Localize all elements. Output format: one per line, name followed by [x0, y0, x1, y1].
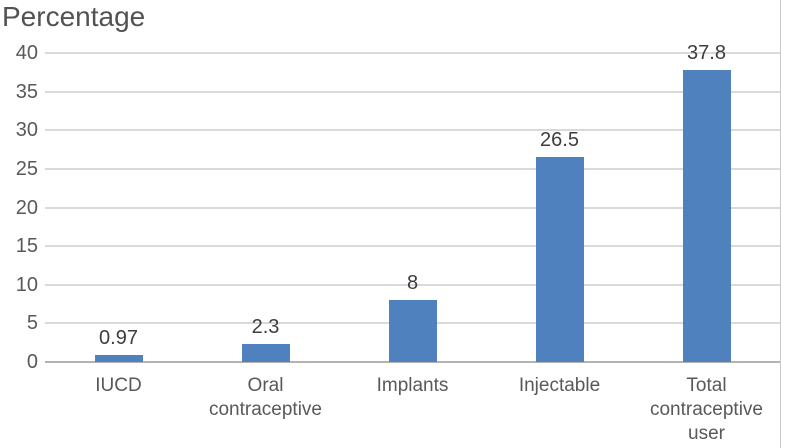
category-label: Total contraceptive user: [649, 375, 763, 444]
y-tick-label: 15: [15, 235, 38, 258]
bar-oral-contraceptive: [241, 344, 290, 362]
bar-value-label: 0.97: [99, 326, 138, 349]
bar-value-label: 37.8: [687, 42, 726, 64]
bar-injectable: [535, 157, 584, 362]
bar-value-label: 2.3: [251, 316, 280, 339]
y-gridline: [45, 167, 780, 170]
y-gridline: [45, 283, 780, 286]
y-gridline: [45, 245, 780, 248]
plot-area: 0.97 2.3 8 26.5 37.8: [45, 42, 780, 363]
y-tick-label: 35: [15, 80, 38, 103]
y-gridline: [45, 206, 780, 209]
bar-total-contraceptive-user: [682, 70, 731, 362]
bar-value-label: 8: [406, 272, 419, 295]
category-label: Injectable: [518, 375, 601, 396]
chart-title: Percentage: [2, 1, 146, 32]
y-tick-label: 30: [15, 119, 38, 142]
figure-border: [780, 0, 781, 448]
y-gridline: [45, 52, 780, 54]
y-tick-label: 0: [26, 351, 38, 373]
y-tick-label: 25: [15, 157, 38, 180]
category-label: IUCD: [95, 375, 142, 396]
y-tick-label: 40: [15, 42, 38, 64]
x-axis-line: [45, 361, 780, 363]
bar-implants: [388, 300, 437, 362]
y-gridline: [45, 90, 780, 93]
y-tick-label: 10: [15, 273, 38, 296]
category-label: Implants: [376, 375, 449, 396]
y-tick-label: 20: [15, 196, 38, 219]
y-gridline: [45, 129, 780, 132]
y-tick-label: 5: [26, 312, 38, 335]
bar-iucd: [94, 354, 143, 362]
category-label: Oral contraceptive: [208, 375, 322, 420]
bar-value-label: 26.5: [540, 129, 579, 152]
